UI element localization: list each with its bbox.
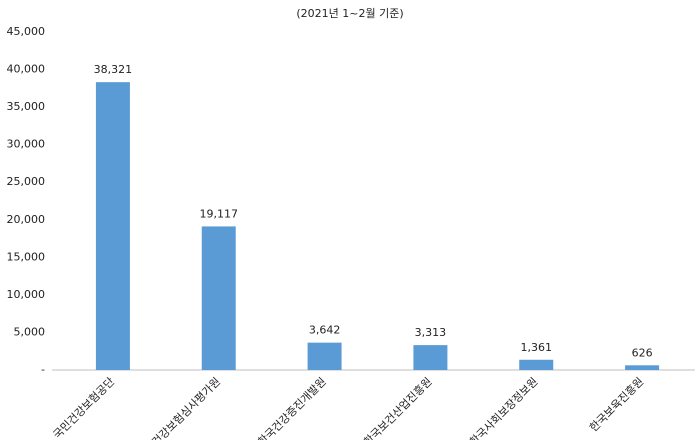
bar [201,226,236,370]
value-label: 19,117 [200,207,239,220]
y-tick-label: 15,000 [7,250,46,263]
x-tick-label: 한국사회보장정보원 [467,375,541,440]
x-tick-label: 한국보육진흥원 [586,374,646,434]
y-tick-label: 5,000 [14,325,46,338]
y-tick-label: 35,000 [7,100,46,113]
y-tick-label: 40,000 [7,63,46,76]
bar [413,345,448,370]
x-tick-label: 건강보험심사평가원 [149,375,223,440]
y-tick-label: 25,000 [7,175,46,188]
y-tick-label: 45,000 [7,25,46,38]
chart-subtitle: (2021년 1~2월 기준) [296,7,403,20]
bar [519,359,554,370]
y-tick-label: - [41,363,45,376]
value-label: 3,642 [309,324,341,337]
value-label: 626 [632,346,653,359]
x-tick-label: 한국보건산업진흥원 [360,374,434,440]
x-tick-label: 국민건강보험공단 [51,375,117,440]
value-label: 3,313 [415,326,447,339]
value-label: 38,321 [94,63,133,76]
bar [95,82,130,370]
bar [625,365,660,370]
value-label: 1,361 [521,341,553,354]
y-tick-label: 30,000 [7,138,46,151]
y-tick-label: 20,000 [7,213,46,226]
x-tick-label: 한국건강증진개발원 [255,375,329,440]
y-tick-label: 10,000 [7,288,46,301]
bar [307,342,342,370]
